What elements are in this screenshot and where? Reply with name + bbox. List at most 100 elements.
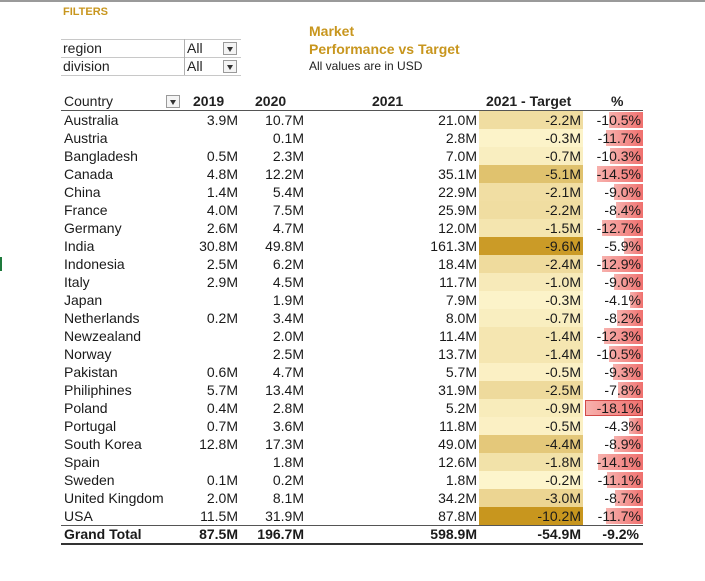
pct-cell: -7.8% (585, 381, 643, 399)
region-dropdown-icon[interactable] (223, 42, 237, 55)
country-cell: Bangladesh (64, 148, 138, 164)
pct-cell: -9.3% (585, 363, 643, 381)
value-2019-cell: 0.1M (206, 472, 238, 488)
pct-data-bar (598, 454, 643, 470)
pct-value: -14.5% (596, 166, 641, 182)
target-gap-value: -0.3M (545, 292, 581, 308)
pct-cell: -9.0% (585, 273, 643, 291)
total-label: Grand Total (64, 526, 142, 542)
total-pct: -9.2% (602, 526, 639, 542)
pct-cell: -14.5% (585, 165, 643, 183)
country-cell: Norway (64, 346, 112, 362)
target-gap-cell: -0.7M (479, 147, 583, 165)
value-2021-cell: 12.0M (438, 220, 477, 236)
pct-value: -9.3% (604, 364, 641, 380)
header-pct: % (611, 93, 624, 109)
country-cell: United Kingdom (64, 490, 164, 506)
value-2021-cell: 2.8M (445, 130, 477, 146)
pct-cell: -8.2% (585, 309, 643, 327)
value-2020-cell: 17.3M (265, 436, 304, 452)
pct-data-bar (613, 364, 643, 380)
target-gap-cell: -9.6M (479, 237, 583, 255)
table-row: Norway 2.5M 13.7M -1.4M -10.5% (61, 345, 643, 363)
pct-cell: -11.7% (585, 507, 643, 525)
pct-cell: -8.9% (585, 435, 643, 453)
target-gap-value: -1.4M (545, 328, 581, 344)
pct-value: -9.0% (604, 184, 641, 200)
value-2019-cell: 0.7M (206, 418, 238, 434)
total-2021: 598.9M (430, 526, 477, 542)
value-2021-cell: 161.3M (430, 238, 477, 254)
region-filter[interactable]: region All (61, 39, 241, 58)
pct-value: -14.1% (596, 454, 641, 470)
table-row: Australia 3.9M 10.7M 21.0M -2.2M -10.5% (61, 111, 643, 129)
pct-data-bar (602, 256, 643, 272)
value-2019-cell: 3.9M (206, 112, 238, 128)
pct-value: -12.3% (596, 328, 641, 344)
value-2019-cell: 4.0M (206, 202, 238, 218)
value-2019-cell: 4.8M (206, 166, 238, 182)
value-2021-cell: 31.9M (438, 382, 477, 398)
pct-value: -10.5% (596, 346, 641, 362)
target-gap-cell: -1.5M (479, 219, 583, 237)
target-gap-value: -1.0M (545, 274, 581, 290)
country-cell: Indonesia (64, 256, 125, 272)
pct-value: -9.0% (604, 274, 641, 290)
pct-value: -11.7% (597, 130, 641, 146)
pct-data-bar (606, 508, 643, 524)
pct-data-bar (610, 148, 643, 164)
pct-data-bar (609, 112, 643, 128)
value-2021-cell: 18.4M (438, 256, 477, 272)
value-2021-cell: 12.6M (438, 454, 477, 470)
pct-value: -12.9% (596, 256, 641, 272)
pct-data-bar (616, 202, 643, 218)
pct-data-bar (585, 400, 643, 416)
target-gap-value: -0.5M (545, 364, 581, 380)
pct-value: -8.9% (604, 436, 641, 452)
value-2019-cell: 0.4M (206, 400, 238, 416)
value-2021-cell: 21.0M (438, 112, 477, 128)
region-filter-label: region (63, 40, 102, 56)
target-gap-cell: -1.0M (479, 273, 583, 291)
pct-value: -4.3% (604, 418, 641, 434)
value-2019-cell: 2.0M (206, 490, 238, 506)
pct-cell: -11.1% (585, 471, 643, 489)
value-2020-cell: 4.7M (272, 364, 304, 380)
country-cell: Newzealand (64, 328, 142, 344)
pct-value: -10.5% (596, 112, 641, 128)
pct-value: -4.1% (604, 292, 641, 308)
table-row: Germany 2.6M 4.7M 12.0M -1.5M -12.7% (61, 219, 643, 237)
target-gap-value: -0.5M (545, 418, 581, 434)
division-dropdown-icon[interactable] (223, 60, 237, 73)
value-2020-cell: 13.4M (265, 382, 304, 398)
target-gap-value: -9.6M (545, 238, 581, 254)
country-cell: Poland (64, 400, 108, 416)
target-gap-cell: -0.5M (479, 363, 583, 381)
target-gap-value: -2.5M (545, 382, 581, 398)
active-row-marker (0, 257, 2, 271)
pct-cell: -4.3% (585, 417, 643, 435)
value-2021-cell: 49.0M (438, 436, 477, 452)
target-gap-value: -4.4M (545, 436, 581, 452)
target-gap-cell: -2.2M (479, 111, 583, 129)
division-filter[interactable]: division All (61, 57, 241, 76)
table-row: Austria 0.1M 2.8M -0.3M -11.7% (61, 129, 643, 147)
pct-data-bar (630, 292, 643, 308)
country-cell: Sweden (64, 472, 115, 488)
header-2020: 2020 (255, 93, 287, 109)
table-row: Portugal 0.7M 3.6M 11.8M -0.5M -4.3% (61, 417, 643, 435)
country-filter-dropdown-icon[interactable] (166, 95, 180, 108)
target-gap-value: -2.4M (545, 256, 581, 272)
value-2020-cell: 4.5M (272, 274, 304, 290)
target-gap-cell: -0.9M (479, 399, 583, 417)
target-gap-cell: -10.2M (479, 507, 583, 525)
value-2021-cell: 7.9M (445, 292, 477, 308)
value-2021-cell: 5.2M (445, 400, 477, 416)
pct-data-bar (615, 490, 643, 506)
value-2021-cell: 5.7M (445, 364, 477, 380)
table-row: Pakistan 0.6M 4.7M 5.7M -0.5M -9.3% (61, 363, 643, 381)
country-cell: Japan (64, 292, 103, 308)
value-2021-cell: 8.0M (445, 310, 477, 326)
pct-data-bar (618, 382, 643, 398)
value-2020-cell: 1.8M (272, 454, 304, 470)
